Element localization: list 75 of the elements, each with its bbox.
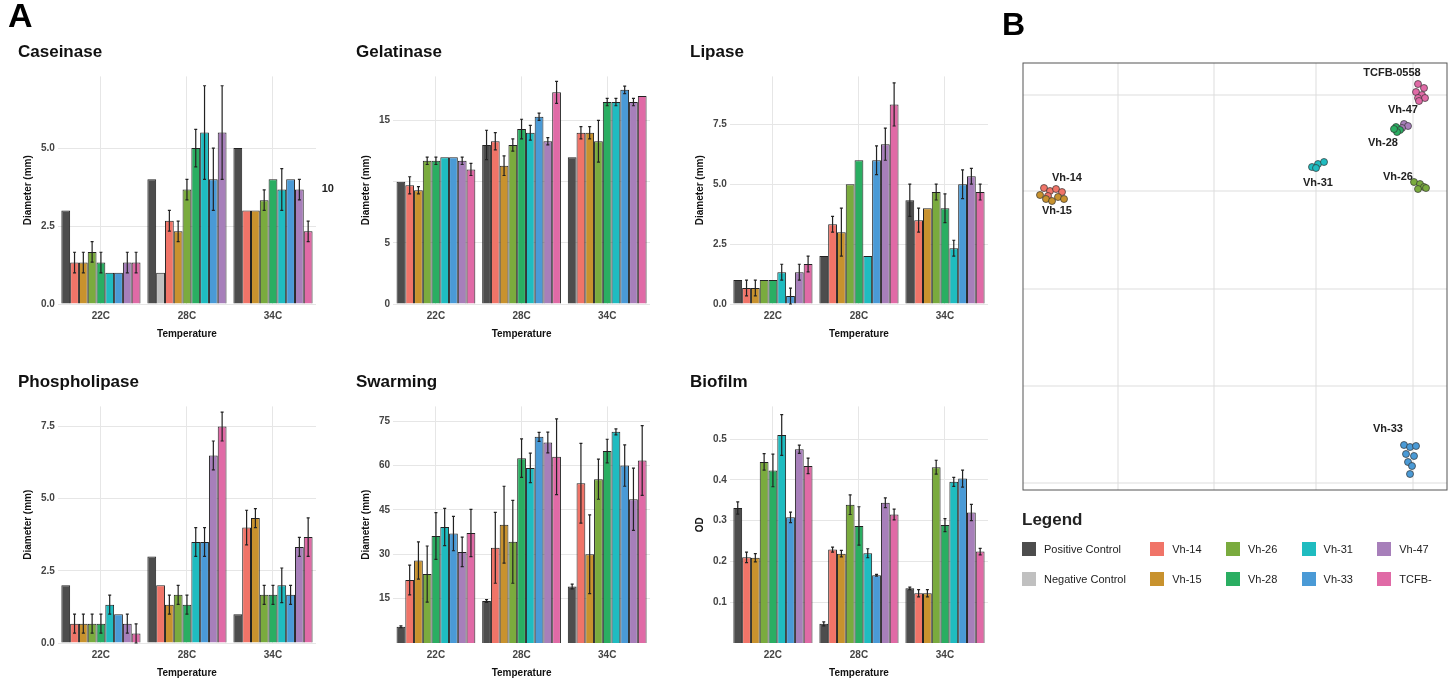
legend-title: Legend	[1022, 510, 1084, 530]
y-tick-label: 60	[379, 459, 391, 471]
x-axis-title: Temperature	[829, 327, 890, 339]
y-tick-label: 0.3	[713, 514, 728, 526]
y-tick-label: 5.0	[713, 177, 728, 189]
text: 10	[321, 182, 334, 195]
chart-title: Swarming	[356, 371, 438, 391]
text: B	[1002, 6, 1026, 42]
x-tick-label: 28C	[849, 648, 869, 660]
x-tick-label: 22C	[763, 309, 783, 321]
y-axis-title: Diameter (mm)	[21, 489, 33, 560]
y-tick-label: 0.0	[41, 636, 56, 648]
y-tick-label: 7.5	[41, 420, 56, 432]
y-tick-label: 5.0	[41, 141, 56, 153]
x-axis-title: Temperature	[491, 666, 552, 678]
x-tick-label: 34C	[263, 309, 283, 321]
y-tick-label: 75	[379, 414, 391, 426]
x-axis-title: Temperature	[157, 327, 218, 339]
y-tick-label: 2.5	[41, 564, 56, 576]
text: A	[8, 0, 33, 34]
y-tick-label: 2.5	[713, 237, 728, 249]
legend-label: Vh-28	[1247, 573, 1278, 585]
x-axis-title: Temperature	[491, 327, 552, 339]
chart-title: Gelatinase	[356, 41, 442, 61]
text: TCFB-0558	[1363, 66, 1421, 78]
y-tick-label: 0.0	[713, 297, 728, 309]
y-axis-title: OD	[693, 517, 705, 533]
y-tick-label: 2.5	[41, 219, 56, 231]
chart-title: Caseinase	[18, 41, 103, 61]
y-tick-label: 30	[379, 548, 391, 560]
x-tick-label: 22C	[426, 648, 446, 660]
y-tick-label: 0.5	[713, 432, 728, 444]
x-tick-label: 22C	[426, 309, 446, 321]
x-tick-label: 28C	[849, 309, 869, 321]
y-tick-label: 15	[379, 592, 391, 604]
x-tick-label: 22C	[763, 648, 783, 660]
y-tick-label: 15	[379, 114, 391, 126]
x-tick-label: 28C	[177, 309, 197, 321]
x-axis-title: Temperature	[829, 666, 890, 678]
y-tick-label: 0.2	[713, 555, 728, 567]
y-tick-label: 0	[384, 297, 391, 309]
x-tick-label: 28C	[512, 309, 531, 321]
y-axis-title: Diameter (mm)	[359, 155, 371, 226]
x-tick-label: 34C	[935, 648, 955, 660]
legend-label: Vh-14	[1172, 543, 1202, 555]
chart-title: Lipase	[690, 41, 744, 61]
x-tick-label: 34C	[263, 648, 283, 660]
y-tick-label: 0.1	[713, 595, 728, 607]
x-tick-label: 22C	[91, 648, 111, 660]
x-axis-title: Temperature	[157, 666, 218, 678]
legend-label: TCFB-	[1399, 573, 1432, 585]
y-axis-title: Diameter (mm)	[693, 155, 705, 226]
legend-label: Vh-15	[1172, 573, 1202, 585]
chart-title: Phospholipase	[18, 371, 139, 391]
x-tick-label: 22C	[91, 309, 111, 321]
y-axis-title: Diameter (mm)	[21, 155, 33, 226]
x-tick-label: 34C	[598, 648, 617, 660]
y-tick-label: 0.4	[713, 473, 728, 485]
legend-label: Negative Control	[1044, 573, 1126, 585]
legend-label: Vh-26	[1247, 543, 1278, 555]
legend-label: Vh-47	[1399, 543, 1429, 555]
legend-label: Vh-31	[1323, 543, 1353, 555]
y-tick-label: 5	[384, 236, 391, 248]
x-tick-label: 28C	[177, 648, 197, 660]
y-tick-label: 45	[379, 503, 391, 515]
x-tick-label: 28C	[512, 648, 531, 660]
y-tick-label: 0.0	[41, 297, 56, 309]
y-tick-label: 7.5	[713, 118, 728, 130]
x-tick-label: 34C	[598, 309, 617, 321]
x-tick-label: 34C	[935, 309, 955, 321]
y-tick-label: 5.0	[41, 492, 56, 504]
legend-label: Positive Control	[1044, 543, 1122, 555]
chart-title: Biofilm	[690, 371, 748, 391]
y-axis-title: Diameter (mm)	[359, 489, 371, 560]
legend-label: Vh-33	[1323, 573, 1353, 585]
